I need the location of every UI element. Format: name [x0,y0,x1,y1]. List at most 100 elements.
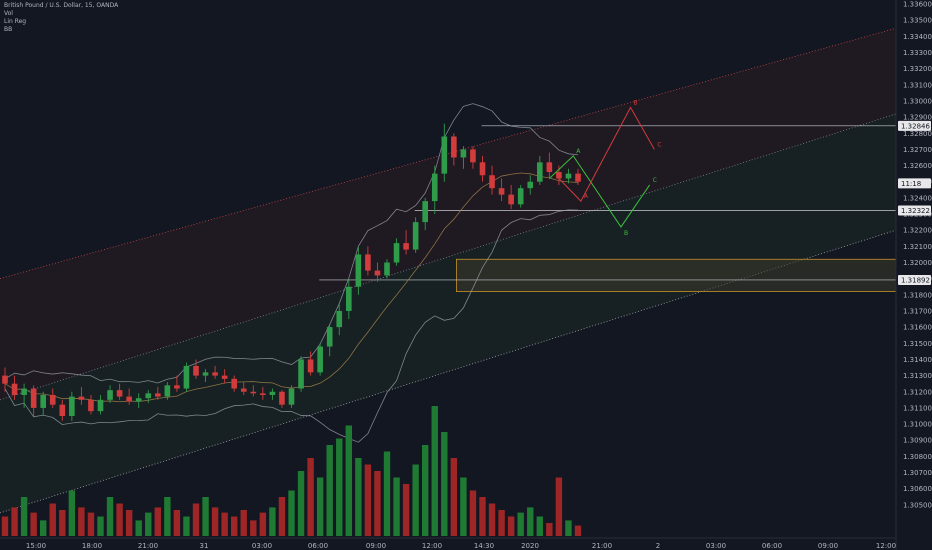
candle-body [479,162,486,176]
candle-body [107,390,113,400]
price-tick-label: 1.30500 [903,501,932,509]
candle-body [431,173,438,202]
price-tick-label: 1.31700 [903,307,932,315]
candle-body [2,375,8,384]
volume-bar [68,490,76,536]
volume-bar [441,432,448,536]
linreg-upper-fill [0,28,896,400]
volume-bar [488,503,496,536]
candle-body [355,254,362,287]
volume-bar [364,464,372,536]
time-tick-label: 03:00 [706,542,726,550]
price-label-text: 11:18 [901,180,921,188]
linreg-lower-fill [0,113,896,513]
price-tick-label: 1.32600 [903,162,932,170]
volume-bar [565,520,572,536]
price-tick-label: 1.31500 [903,340,932,348]
candle-body [30,388,37,408]
price-tick-label: 1.31200 [903,388,932,396]
candle-body [97,399,104,412]
legend-bb[interactable]: BB [4,26,13,33]
candle-body [508,194,514,205]
time-tick-label: 21:00 [138,542,158,550]
candle-body [527,181,534,189]
price-label-box [898,205,931,216]
volume-bar [250,520,257,536]
legend-vol[interactable]: Vol [4,10,13,17]
candle-body [240,388,247,392]
time-tick-label: 09:00 [818,542,838,550]
price-tick-label: 1.30700 [903,469,932,477]
legend-linreg[interactable]: Lin Reg [4,18,27,25]
candle-body [288,388,295,405]
volume-bar [469,490,477,536]
candle-body [422,201,428,223]
volume-bar [527,507,534,536]
volume-bar [1,516,9,536]
volume-bar [278,497,286,536]
candle-body [126,396,132,402]
volume-bar [374,471,381,536]
candle-body [470,149,476,163]
price-label-box [898,120,931,131]
candle-body [174,385,180,389]
wave-alt-label: C [657,141,661,148]
volume-bar [431,406,438,536]
candle-body [49,394,56,405]
time-tick-label: 2020 [521,542,539,550]
candle-body [556,172,562,179]
volume-bar [297,471,305,536]
chart-legend: British Pound / U.S. Dollar, 15, OANDA V… [4,2,118,34]
volume-bar [40,520,47,536]
volume-bar [259,512,267,536]
volume-bar [49,503,56,536]
volume-bar [546,523,553,536]
price-tick-label: 1.33500 [903,17,932,25]
candle-body [145,393,152,399]
volume-bar [221,512,228,536]
price-tick-label: 1.31100 [903,404,932,412]
volume-bar [507,516,515,536]
candle-body [326,327,333,347]
price-tick-label: 1.33600 [903,1,932,9]
volume-bar [345,425,352,536]
volume-bar [173,510,181,536]
volume-bar [145,512,152,536]
candle-body [346,286,352,311]
volume-bar [192,503,200,536]
candle-body [78,396,85,400]
price-tick-label: 1.32800 [903,130,932,138]
wave-primary-label: A [576,148,581,155]
candle-body [393,243,400,263]
volume-bar [517,512,524,536]
price-label-text: 1.31892 [901,276,930,284]
linreg-upper-line [0,27,897,280]
volume-bar [316,477,324,536]
candle-body [164,385,171,397]
time-tick-label: 03:00 [252,542,272,550]
price-tick-label: 1.30800 [903,453,932,461]
candle-body [441,136,448,174]
price-tick-label: 1.33400 [903,33,932,41]
volume-bar [422,445,429,536]
candle-body [202,372,209,376]
candle-body [336,310,343,328]
candle-body [260,393,266,395]
candle-body [298,359,304,389]
candle-body [212,372,218,376]
volume-bar [11,507,18,536]
volume-bar [116,503,123,536]
price-tick-label: 1.31000 [903,421,932,429]
price-tick-label: 1.32100 [903,243,932,251]
bb-lower-line [4,209,579,443]
candle-body [451,136,457,158]
price-tick-label: 1.31800 [903,291,932,299]
price-tick-label: 1.31300 [903,372,932,380]
candle-body [11,383,18,395]
wave-alt-path [558,106,655,202]
candle-body [537,162,543,182]
candle-body [155,393,161,397]
volume-bar [59,510,66,536]
volume-bar [355,458,362,536]
